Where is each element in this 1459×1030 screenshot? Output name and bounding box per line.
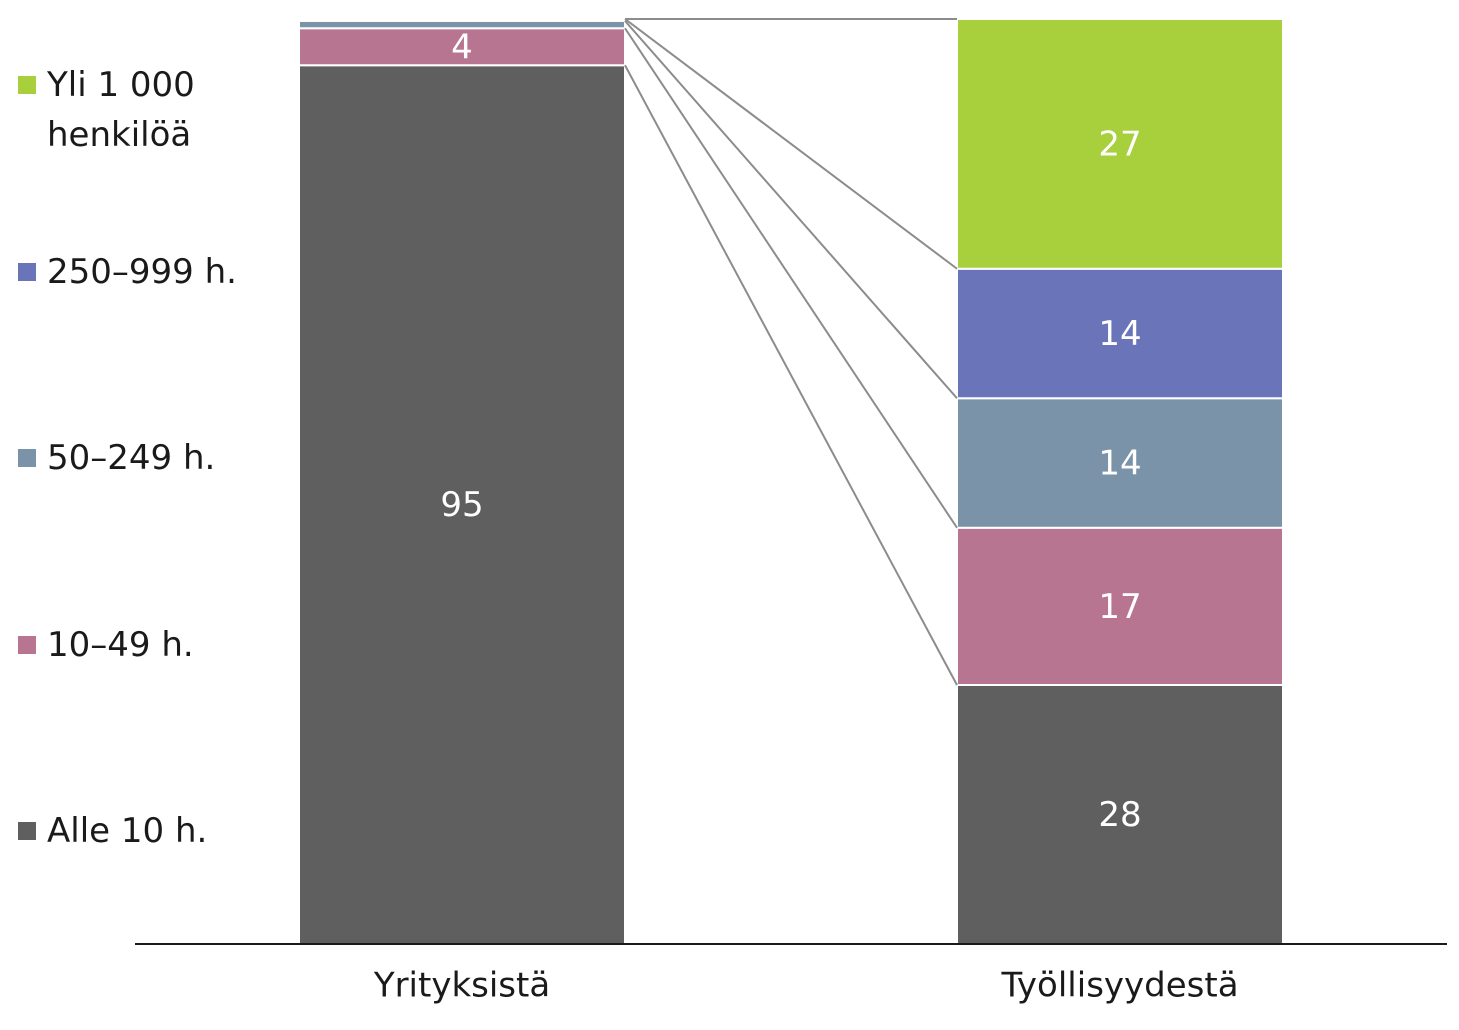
bar-segment: [298, 18, 626, 22]
bar-segment: [956, 526, 1284, 686]
data-label: 27: [1098, 124, 1141, 164]
connector: [624, 18, 958, 270]
data-label: 95: [440, 485, 483, 525]
legend-swatch: [18, 262, 36, 281]
legend-swatch: [18, 449, 36, 467]
legend-entry: 250–999 h.: [18, 247, 238, 297]
bar-segment: [956, 397, 1284, 529]
legend-swatch: [18, 76, 36, 94]
legend-label: Yli 1 000 henkilöä: [47, 65, 195, 155]
legend-label: 10–49 h.: [47, 624, 194, 665]
legend-entry: Yli 1 000 henkilöä: [18, 60, 238, 160]
legend-entry: Alle 10 h.: [18, 806, 238, 856]
bar-segment: [298, 19, 626, 30]
data-label: 17: [1098, 587, 1141, 627]
legend-label: 50–249 h.: [47, 438, 216, 478]
legend-entry: 10–49 h.: [18, 620, 238, 670]
connector: [624, 20, 958, 399]
legend-swatch: [18, 822, 36, 840]
bar-segment: [956, 267, 1284, 400]
data-label: 28: [1098, 795, 1141, 835]
bar-segment: [956, 684, 1284, 945]
legend-label: 250–999 h.: [47, 251, 237, 292]
legend-entry: 50–249 h.: [18, 433, 238, 483]
legend-label: Alle 10 h.: [47, 811, 208, 851]
bar-segment: [298, 64, 626, 945]
data-label: 4: [451, 27, 473, 67]
connector: [624, 64, 958, 686]
data-label: 14: [1098, 314, 1141, 354]
legend-swatch: [18, 635, 36, 654]
connector: [624, 27, 958, 529]
x-tick-label: Yrityksistä: [373, 966, 550, 1006]
x-tick-label: Työllisyydestä: [1000, 966, 1238, 1006]
data-label: 14: [1098, 444, 1141, 484]
bar-segment: [956, 18, 1284, 270]
